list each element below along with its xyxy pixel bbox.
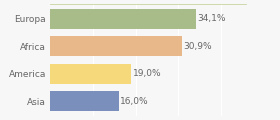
- Bar: [50, 36, 182, 56]
- Text: 34,1%: 34,1%: [197, 14, 226, 23]
- Text: 30,9%: 30,9%: [184, 42, 213, 51]
- Text: 16,0%: 16,0%: [120, 97, 149, 106]
- Bar: [50, 91, 118, 111]
- Bar: [50, 64, 131, 84]
- Text: 19,0%: 19,0%: [133, 69, 162, 78]
- Bar: [50, 9, 196, 29]
